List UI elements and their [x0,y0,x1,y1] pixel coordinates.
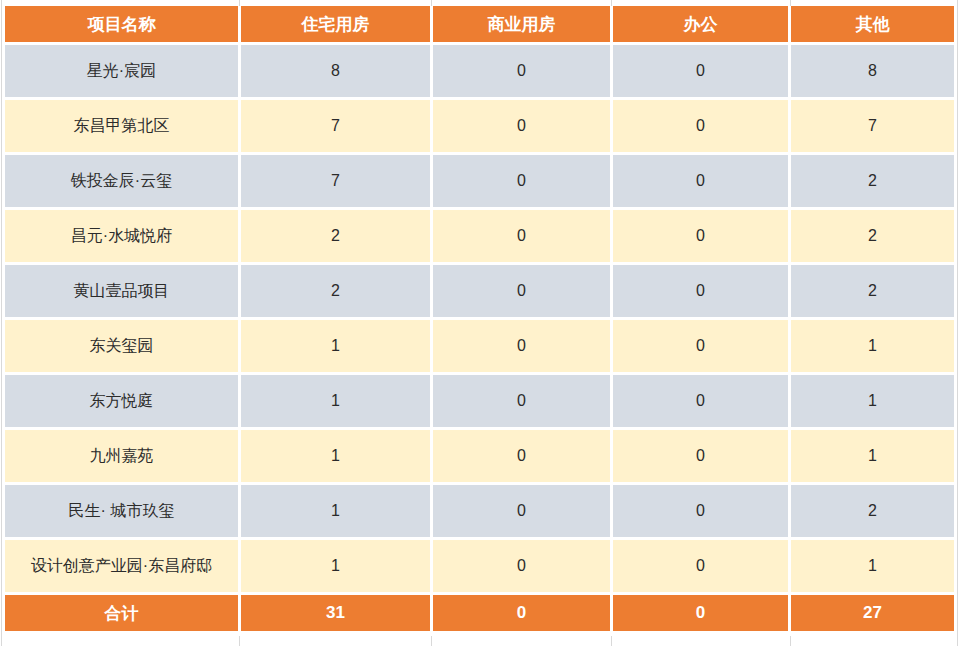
cell-project-name: 东昌甲第北区 [5,100,238,152]
table-row: 星光·宸园 8 0 0 8 [5,45,954,97]
gridline-right [957,0,958,646]
total-value: 27 [791,595,954,631]
cell-value: 0 [433,265,610,317]
cell-value: 1 [791,320,954,372]
cell-value: 0 [613,485,788,537]
column-header-residential: 住宅用房 [241,6,430,42]
gridline-stub [431,636,432,646]
cell-value: 2 [791,210,954,262]
cell-value: 2 [791,155,954,207]
cell-value: 8 [791,45,954,97]
cell-value: 0 [433,320,610,372]
cell-value: 2 [241,210,430,262]
cell-value: 0 [433,375,610,427]
cell-value: 0 [613,45,788,97]
table-row: 东关玺园 1 0 0 1 [5,320,954,372]
cell-value: 1 [791,430,954,482]
cell-value: 0 [613,430,788,482]
column-header-office: 办公 [613,6,788,42]
cell-value: 7 [241,100,430,152]
cell-value: 0 [613,320,788,372]
total-value: 31 [241,595,430,631]
cell-value: 0 [613,540,788,592]
cell-value: 0 [433,540,610,592]
cell-project-name: 设计创意产业园·东昌府邸 [5,540,238,592]
table-header: 项目名称 住宅用房 商业用房 办公 其他 [5,6,954,42]
cell-value: 7 [791,100,954,152]
cell-project-name: 九州嘉苑 [5,430,238,482]
cell-value: 0 [433,100,610,152]
cell-value: 0 [433,485,610,537]
cell-value: 0 [613,100,788,152]
cell-project-name: 星光·宸园 [5,45,238,97]
spreadsheet-page: 项目名称 住宅用房 商业用房 办公 其他 星光·宸园 8 0 0 8 东昌甲第北… [0,0,964,646]
table-row: 黄山壹品项目 2 0 0 2 [5,265,954,317]
gridline-stub [239,636,240,646]
cell-value: 1 [241,375,430,427]
gridline-stub [611,636,612,646]
cell-project-name: 昌元·水城悦府 [5,210,238,262]
table-row: 昌元·水城悦府 2 0 0 2 [5,210,954,262]
cell-value: 8 [241,45,430,97]
cell-value: 1 [791,540,954,592]
table-row: 东昌甲第北区 7 0 0 7 [5,100,954,152]
total-value: 0 [433,595,610,631]
table-row: 东方悦庭 1 0 0 1 [5,375,954,427]
table-row: 设计创意产业园·东昌府邸 1 0 0 1 [5,540,954,592]
cell-value: 0 [433,430,610,482]
cell-value: 1 [241,485,430,537]
table-row: 铁投金辰·云玺 7 0 0 2 [5,155,954,207]
total-value: 0 [613,595,788,631]
table-footer: 合计 31 0 0 27 [5,595,954,631]
cell-value: 1 [791,375,954,427]
cell-project-name: 民生· 城市玖玺 [5,485,238,537]
cell-value: 0 [433,45,610,97]
projects-table: 项目名称 住宅用房 商业用房 办公 其他 星光·宸园 8 0 0 8 东昌甲第北… [2,3,957,634]
total-row: 合计 31 0 0 27 [5,595,954,631]
table-row: 九州嘉苑 1 0 0 1 [5,430,954,482]
cell-project-name: 东关玺园 [5,320,238,372]
cell-value: 0 [433,210,610,262]
cell-project-name: 黄山壹品项目 [5,265,238,317]
gridline-stub [790,636,791,646]
cell-value: 0 [433,155,610,207]
column-header-project-name: 项目名称 [5,6,238,42]
cell-value: 0 [613,155,788,207]
cell-value: 2 [241,265,430,317]
cell-value: 0 [613,210,788,262]
cell-value: 7 [241,155,430,207]
header-row: 项目名称 住宅用房 商业用房 办公 其他 [5,6,954,42]
cell-value: 0 [613,265,788,317]
cell-value: 2 [791,265,954,317]
table-row: 民生· 城市玖玺 1 0 0 2 [5,485,954,537]
table-body: 星光·宸园 8 0 0 8 东昌甲第北区 7 0 0 7 铁投金辰·云玺 7 0… [5,45,954,592]
total-label: 合计 [5,595,238,631]
cell-value: 1 [241,430,430,482]
cell-project-name: 东方悦庭 [5,375,238,427]
column-header-other: 其他 [791,6,954,42]
cell-value: 1 [241,320,430,372]
cell-value: 1 [241,540,430,592]
cell-value: 0 [613,375,788,427]
cell-project-name: 铁投金辰·云玺 [5,155,238,207]
column-header-commercial: 商业用房 [433,6,610,42]
cell-value: 2 [791,485,954,537]
